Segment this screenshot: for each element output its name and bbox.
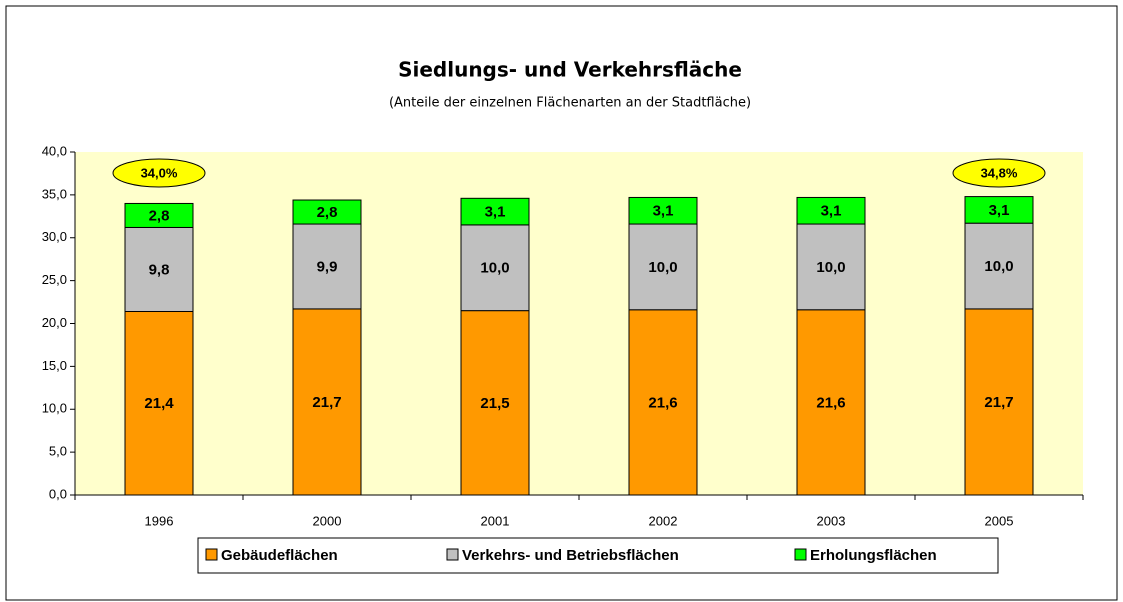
bar-segment	[292, 199, 362, 225]
bar-segment	[796, 309, 866, 496]
bar-segment	[796, 196, 866, 225]
bar-segment	[460, 310, 530, 496]
legend-swatch	[446, 548, 459, 561]
y-tick-label: 10,0	[42, 401, 67, 416]
data-label: 10,0	[984, 258, 1013, 275]
y-tick-label: 5,0	[49, 444, 67, 459]
x-tick-label: 2005	[985, 513, 1014, 528]
x-tick-label: 1996	[145, 513, 174, 528]
legend-label: Gebäudeflächen	[221, 547, 338, 564]
bar-segment	[628, 196, 698, 225]
legend-label: Verkehrs- und Betriebsflächen	[462, 547, 679, 564]
plot-area	[75, 152, 1083, 495]
legend-label: Erholungsflächen	[810, 547, 937, 564]
data-label: 3,1	[485, 204, 506, 221]
data-label: 10,0	[816, 259, 845, 276]
data-label: 9,9	[317, 258, 338, 275]
bar-segment	[796, 223, 866, 311]
bar-segment	[124, 202, 194, 228]
x-tick-label: 2000	[313, 513, 342, 528]
chart-subtitle: (Anteile der einzelnen Flächenarten an d…	[389, 96, 751, 111]
bar-segment	[964, 196, 1034, 224]
data-label: 2,8	[149, 207, 170, 224]
y-tick-label: 20,0	[42, 315, 67, 330]
x-tick-label: 2001	[481, 513, 510, 528]
data-label: 21,6	[648, 394, 677, 411]
bar-segment	[292, 223, 362, 310]
legend-swatch	[205, 548, 218, 561]
bar-segment	[964, 222, 1034, 310]
annotation: 34,0%	[141, 165, 178, 180]
data-label: 2,8	[317, 204, 338, 221]
data-label: 21,7	[312, 394, 341, 411]
y-tick-label: 15,0	[42, 358, 67, 373]
annotation-bubble	[952, 158, 1046, 188]
x-tick-label: 2002	[649, 513, 678, 528]
y-tick-label: 25,0	[42, 272, 67, 287]
data-label: 10,0	[480, 260, 509, 277]
data-label: 3,1	[989, 202, 1010, 219]
bar-segment	[628, 223, 698, 311]
data-label: 21,5	[480, 395, 509, 412]
data-label: 21,7	[984, 394, 1013, 411]
x-tick-label: 2003	[817, 513, 846, 528]
chart-title: Siedlungs- und Verkehrsfläche	[398, 58, 742, 82]
bar-segment	[460, 224, 530, 312]
y-tick-label: 0,0	[49, 486, 67, 501]
bar-segment	[292, 308, 362, 496]
data-label: 3,1	[653, 203, 674, 220]
legend-box	[197, 537, 999, 574]
bar-segment	[628, 309, 698, 496]
y-tick-label: 30,0	[42, 229, 67, 244]
bar-segment	[964, 308, 1034, 496]
data-label: 21,6	[816, 394, 845, 411]
data-label: 9,8	[149, 261, 170, 278]
annotation-bubble	[112, 158, 206, 188]
y-tick-label: 35,0	[42, 186, 67, 201]
legend-swatch	[794, 548, 807, 561]
data-label: 21,4	[144, 395, 174, 412]
annotation: 34,8%	[981, 165, 1018, 180]
y-tick-label: 40,0	[42, 143, 67, 158]
data-label: 10,0	[648, 259, 677, 276]
data-label: 3,1	[821, 203, 842, 220]
bar-segment	[460, 197, 530, 226]
